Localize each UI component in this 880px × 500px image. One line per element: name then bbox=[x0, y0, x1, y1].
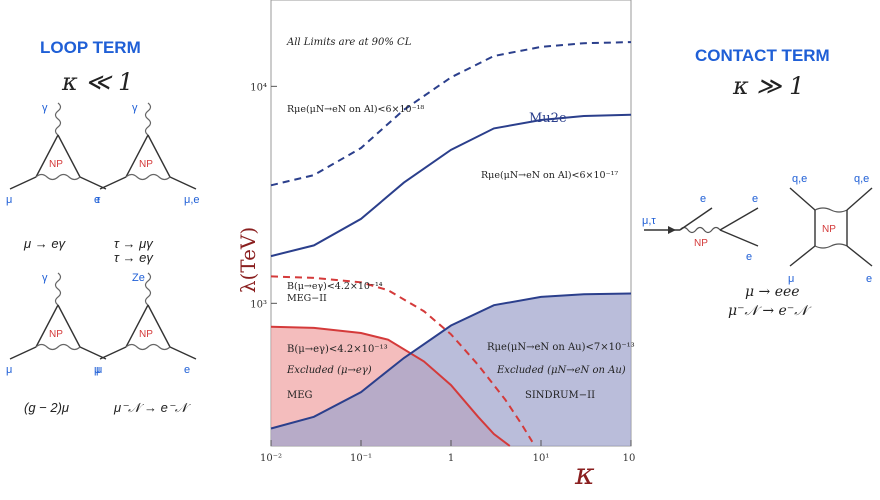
loop-diagram-top-label: γ bbox=[132, 102, 138, 114]
loop-diagram-np-label: NP bbox=[139, 159, 153, 170]
chart-note: All Limits are at 90% CL bbox=[286, 37, 412, 48]
y-tick-label: 10⁴ bbox=[250, 82, 267, 93]
loop-kappa-label: κ ≪ 1 bbox=[62, 68, 134, 96]
contact-d2-br-label: e bbox=[866, 273, 872, 285]
contact-d2-tl-label: q,e bbox=[792, 173, 807, 185]
loop-diagram-2: γ τ μ,e NP τ → μγτ → eγ bbox=[96, 102, 200, 265]
contact-d1-np-label: NP bbox=[694, 238, 708, 249]
loop-diagram-left-label: μ bbox=[6, 194, 12, 206]
limits-chart: 10⁻² 10⁻¹ 1 10¹ 10² 10³ 10⁴ λ(TeV) κ All Limits … bbox=[236, 0, 635, 488]
excluded-region-4 bbox=[271, 293, 631, 446]
contact-caption-1: μ → eee bbox=[745, 284, 800, 300]
contact-diagram-1: μ,τ e e e NP bbox=[642, 193, 759, 263]
loop-diagram-right-label: e bbox=[94, 194, 100, 206]
loop-diagram-caption: τ → μγ bbox=[114, 236, 154, 251]
loop-diagram-np-label: NP bbox=[49, 159, 63, 170]
y-axis-label: λ(TeV) bbox=[236, 227, 260, 293]
contact-d2-tr-label: q,e bbox=[854, 173, 869, 185]
series-line-0 bbox=[270, 41, 632, 187]
series-label-al-solid: Rμe(μN→eN on Al)<6×10⁻¹⁷ bbox=[481, 170, 618, 181]
loop-diagram-top-label: Ze bbox=[132, 272, 145, 284]
contact-caption-2: μ⁻𝒩 → e⁻𝒩 bbox=[728, 303, 808, 319]
loop-term-title: LOOP TERM bbox=[40, 38, 141, 57]
loop-diagram-np-label: NP bbox=[139, 329, 153, 340]
series-name-meg: MEG bbox=[287, 390, 313, 401]
contact-term-title: CONTACT TERM bbox=[695, 46, 830, 65]
contact-d1-in-label: μ,τ bbox=[642, 215, 656, 227]
loop-diagram-caption: τ → eγ bbox=[114, 250, 154, 265]
loop-diagram-left-label: μ bbox=[6, 364, 12, 376]
contact-diagrams: μ,τ e e e NP q,e q,e μ e NP bbox=[642, 173, 873, 285]
x-tick-label: 10⁻¹ bbox=[350, 453, 372, 464]
loop-diagram-caption: μ⁻𝒩 → e⁻𝒩 bbox=[113, 400, 192, 415]
contact-d1-out2-label: e bbox=[752, 193, 758, 205]
x-axis-label: κ bbox=[574, 457, 595, 488]
series-label-mu2e-dashed: Rμe(μN→eN on Al)<6×10⁻¹⁸ bbox=[287, 104, 424, 115]
contact-diagram-2: q,e q,e μ e NP bbox=[788, 173, 873, 285]
loop-diagram-caption: (g − 2)μ bbox=[24, 400, 69, 415]
x-tick-label: 10⁻² bbox=[260, 453, 282, 464]
loop-diagram-3: γ μ μ NP (g − 2)μ bbox=[6, 272, 107, 415]
loop-diagram-1: γ μ e NP μ → eγ bbox=[6, 102, 107, 251]
series-line-1 bbox=[270, 113, 632, 258]
contact-kappa-label: κ ≫ 1 bbox=[733, 72, 805, 100]
contact-d1-out1-label: e bbox=[700, 193, 706, 205]
series-name-mu2e: Mu2e bbox=[529, 111, 567, 126]
series-label-sindrum: Rμe(μN→eN on Au)<7×10⁻¹³ bbox=[487, 342, 635, 353]
loop-diagram-np-label: NP bbox=[49, 329, 63, 340]
contact-d2-np-label: NP bbox=[822, 224, 836, 235]
series-line-3 bbox=[270, 325, 511, 447]
series-line-4 bbox=[270, 292, 632, 430]
x-tick-label: 10² bbox=[623, 453, 635, 464]
excluded-label-meg: Excluded (μ→eγ) bbox=[286, 365, 372, 376]
loop-diagram-top-label: γ bbox=[42, 272, 48, 284]
loop-diagram-right-label: e bbox=[184, 364, 190, 376]
x-tick-label: 1 bbox=[448, 453, 454, 464]
loop-diagram-left-label: μ bbox=[96, 364, 102, 376]
series-line-2 bbox=[270, 275, 534, 443]
contact-d1-out3-label: e bbox=[746, 251, 752, 263]
series-name-sindrum: SINDRUM−II bbox=[525, 390, 595, 401]
excluded-label-sindrum: Excluded (μN→eN on Au) bbox=[496, 365, 626, 376]
loop-diagram-right-label: μ bbox=[94, 364, 100, 376]
x-tick-label: 10¹ bbox=[533, 453, 550, 464]
loop-diagram-right-label: μ,e bbox=[184, 194, 200, 206]
loop-diagram-top-label: γ bbox=[42, 102, 48, 114]
loop-diagrams: γ μ e NP μ → eγ γ τ μ,e NP τ → μγτ → eγ γ μ μ NP (g − … bbox=[6, 102, 200, 415]
series-label-meg: B(μ→eγ)<4.2×10⁻¹³ bbox=[287, 344, 388, 355]
series-name-megii: MEG−II bbox=[287, 293, 327, 304]
y-tick-label: 10³ bbox=[250, 299, 267, 310]
loop-diagram-caption: μ → eγ bbox=[23, 236, 67, 251]
loop-diagram-4: Ze μ e NP μ⁻𝒩 → e⁻𝒩 bbox=[96, 272, 197, 415]
loop-diagram-left-label: τ bbox=[96, 194, 101, 206]
series-label-megii: B(μ→eγ)<4.2×10⁻¹⁴ bbox=[287, 281, 383, 292]
contact-d2-bl-label: μ bbox=[788, 273, 794, 285]
